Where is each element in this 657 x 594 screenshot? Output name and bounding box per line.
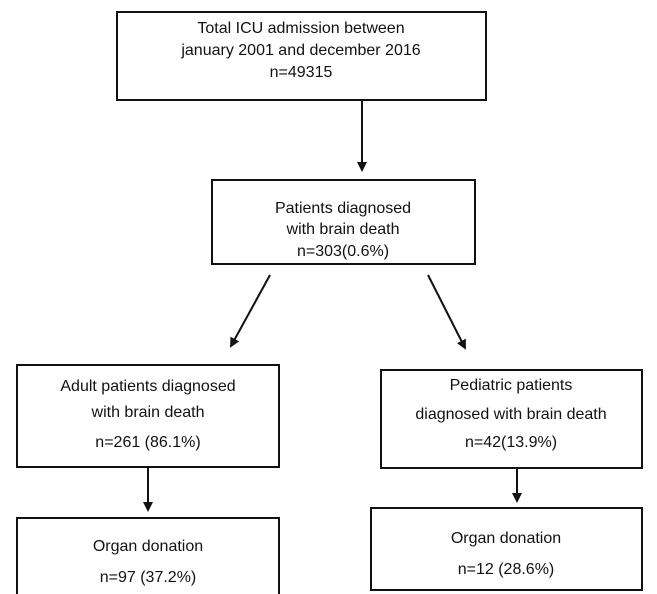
node-text: Organ donation (93, 538, 203, 555)
node-text: Patients diagnosed (275, 200, 411, 217)
node-text: n=49315 (270, 64, 333, 81)
arrow (230, 274, 271, 348)
node-text: n=97 (37.2%) (100, 569, 197, 586)
node-text: n=303(0.6%) (297, 243, 389, 260)
box (380, 369, 643, 469)
box (211, 179, 476, 265)
node-text: Pediatric patients (450, 377, 573, 394)
box (370, 507, 643, 591)
node-text: Adult patients diagnosed (60, 378, 235, 395)
node-text: diagnosed with brain death (415, 406, 606, 423)
arrow (427, 274, 466, 350)
node-text: january 2001 and december 2016 (180, 42, 420, 59)
node-text: n=261 (86.1%) (95, 434, 200, 451)
node-text: with brain death (286, 221, 400, 238)
node-text: Total ICU admission between (197, 20, 404, 37)
node-text: with brain death (91, 404, 205, 421)
box (116, 11, 487, 101)
box (16, 517, 280, 594)
node-text: n=12 (28.6%) (458, 561, 555, 578)
node-text: n=42(13.9%) (465, 434, 557, 451)
node-text: Organ donation (451, 530, 561, 547)
